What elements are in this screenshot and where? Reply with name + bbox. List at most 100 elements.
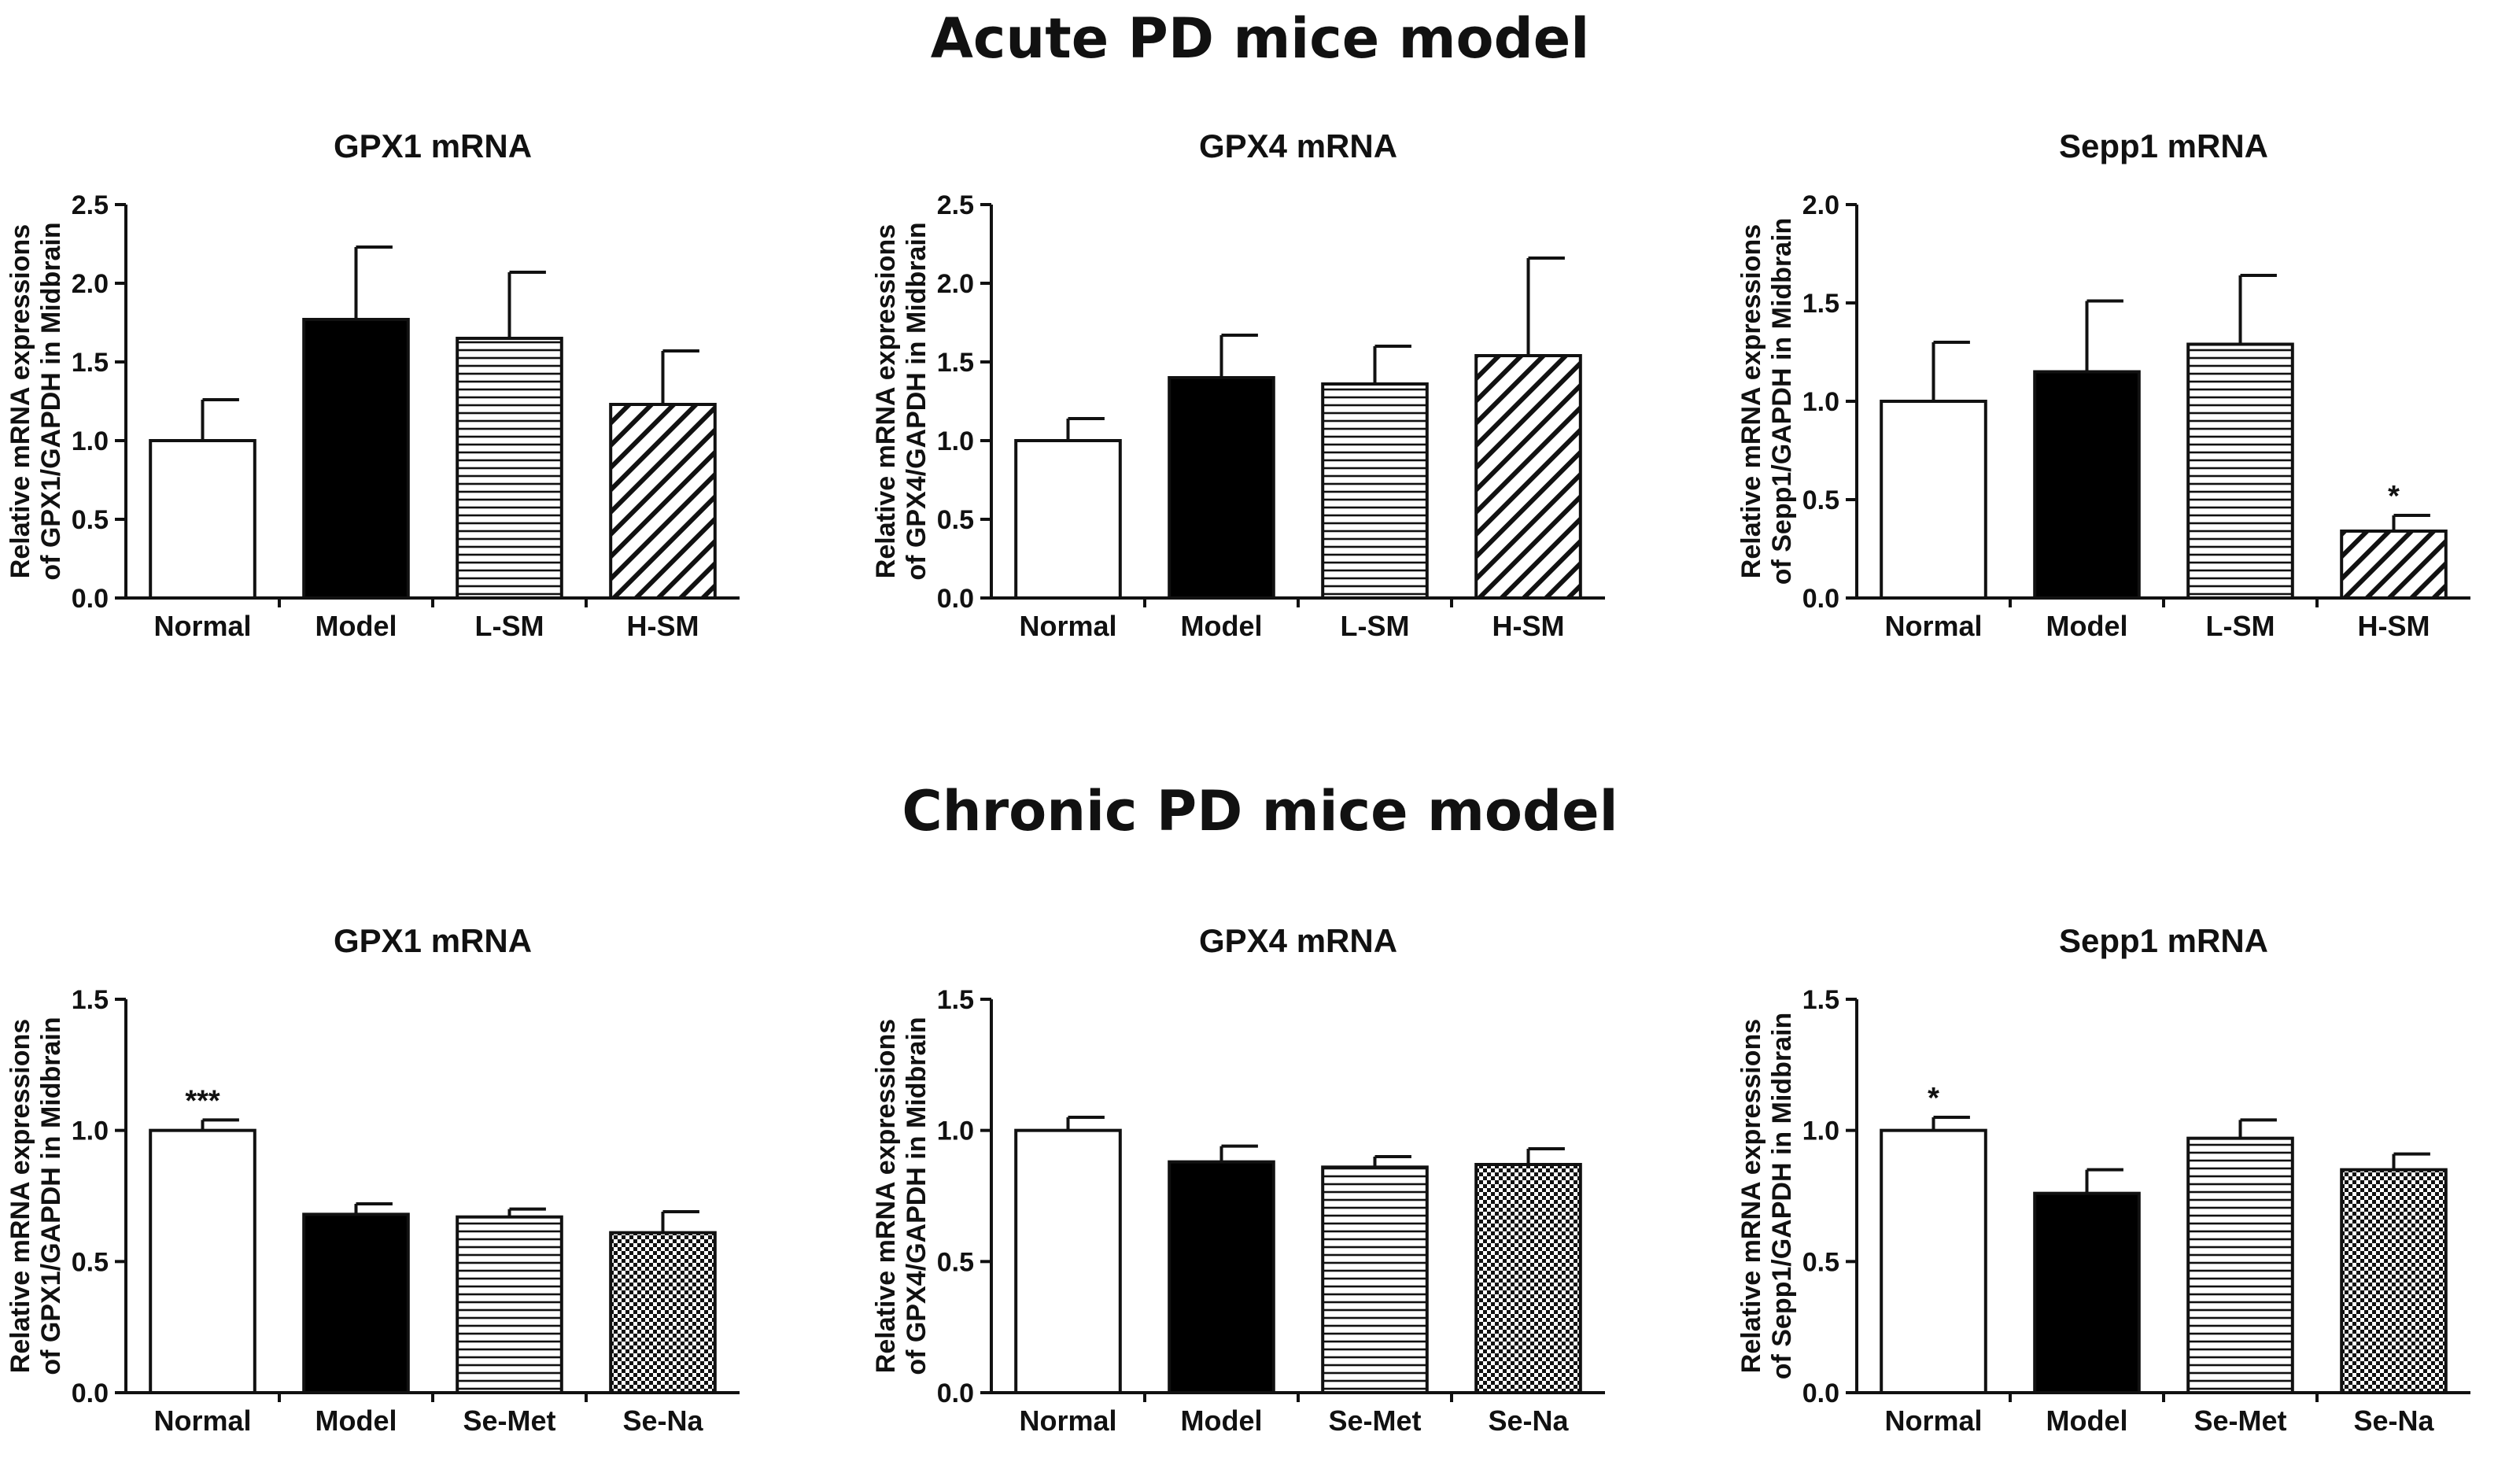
- significance-mark: *: [2388, 480, 2400, 513]
- significance-mark: ***: [185, 1084, 220, 1117]
- y-tick-label: 1.0: [72, 426, 109, 456]
- bar-h-sm: [609, 403, 717, 600]
- x-tick-label: Normal: [1884, 610, 1982, 642]
- y-axis-label-line1: Relative mRNA expressions: [1736, 224, 1766, 578]
- y-axis-label-line2: of GPX1/GAPDH in Midbrain: [36, 222, 66, 580]
- x-tick-label: Se-Met: [1328, 1404, 1421, 1437]
- bar-se-met: [456, 1215, 563, 1394]
- x-tick-label: Normal: [153, 1404, 251, 1437]
- y-tick-label: 0.5: [72, 505, 109, 535]
- chart-title: Sepp1 mRNA: [2059, 127, 2268, 164]
- y-axis-label: Relative mRNA expressionsof GPX4/GAPDH i…: [871, 222, 932, 580]
- y-axis-label-line2: of Sepp1/GAPDH in Midbrain: [1767, 1013, 1797, 1380]
- y-axis-label: Relative mRNA expressionsof GPX1/GAPDH i…: [6, 222, 66, 580]
- bar-normal: [1014, 439, 1122, 600]
- y-axis-label: Relative mRNA expressionsof GPX1/GAPDH i…: [6, 1017, 66, 1375]
- x-tick-label: L-SM: [1341, 610, 1410, 642]
- y-tick-label: 1.0: [937, 1117, 974, 1146]
- y-tick-label: 0.5: [72, 1247, 109, 1277]
- x-tick-label: Model: [315, 1404, 397, 1437]
- chart-title: GPX1 mRNA: [334, 922, 532, 959]
- bar-model: [1168, 376, 1275, 600]
- x-tick-label: Normal: [1884, 1404, 1982, 1437]
- y-tick-label: 1.0: [937, 426, 974, 456]
- bar-h-sm: [2340, 530, 2448, 600]
- chart-acute-gpx1: GPX1 mRNA Relative mRNA expressionsof GPX…: [6, 127, 740, 642]
- significance-mark: *: [1928, 1082, 1939, 1115]
- chart-chronic-gpx4: GPX4 mRNA Relative mRNA expressionsof GPX…: [871, 922, 1605, 1437]
- bar-model: [302, 1212, 410, 1395]
- y-tick-label: 2.0: [1802, 190, 1839, 220]
- chronic-section-title: Chronic PD mice model: [902, 779, 1618, 843]
- y-axis-label-line2: of GPX4/GAPDH in Midbrain: [902, 222, 932, 580]
- x-tick-label: Se-Met: [2193, 1404, 2286, 1437]
- y-axis-label-line1: Relative mRNA expressions: [6, 1019, 35, 1373]
- y-tick-label: 0.0: [1802, 1379, 1839, 1408]
- y-tick-label: 1.5: [72, 348, 109, 378]
- bar-h-sm: [1474, 354, 1582, 600]
- chart-chronic-gpx1: GPX1 mRNA Relative mRNA expressionsof GPX…: [6, 922, 740, 1437]
- y-axis-label-line1: Relative mRNA expressions: [871, 1019, 901, 1373]
- y-axis-label-line2: of Sepp1/GAPDH in Midbrain: [1767, 218, 1797, 585]
- chart-chronic-sepp1: Sepp1 mRNA Relative mRNA expressionsof Se…: [1736, 922, 2470, 1437]
- x-tick-label: Model: [315, 610, 397, 642]
- y-axis-label-line1: Relative mRNA expressions: [1736, 1019, 1766, 1373]
- y-tick-label: 0.0: [72, 584, 109, 614]
- x-tick-label: Model: [2046, 610, 2128, 642]
- x-tick-label: L-SM: [2206, 610, 2275, 642]
- chart-acute-gpx4: GPX4 mRNA Relative mRNA expressionsof GPX…: [871, 127, 1605, 642]
- x-tick-label: H-SM: [1492, 610, 1565, 642]
- y-axis-label: Relative mRNA expressionsof Sepp1/GAPDH …: [1736, 1013, 1797, 1380]
- x-tick-label: Model: [1181, 1404, 1263, 1437]
- y-tick-label: 0.5: [1802, 485, 1839, 515]
- x-tick-label: Se-Na: [1488, 1404, 1569, 1437]
- x-tick-label: Se-Na: [622, 1404, 703, 1437]
- bar-se-na: [2340, 1168, 2448, 1394]
- y-tick-label: 0.5: [937, 505, 974, 535]
- bar-se-na: [1474, 1163, 1582, 1394]
- x-tick-label: Model: [1181, 610, 1263, 642]
- y-axis-label-line1: Relative mRNA expressions: [871, 224, 901, 578]
- y-axis-label-line2: of GPX4/GAPDH in Midbrain: [902, 1017, 932, 1375]
- x-tick-label: Normal: [1019, 610, 1116, 642]
- y-tick-label: 2.5: [72, 190, 109, 220]
- y-tick-label: 1.0: [72, 1117, 109, 1146]
- bar-model: [1168, 1160, 1275, 1394]
- bar-se-na: [609, 1231, 717, 1394]
- bar-normal: [149, 439, 256, 600]
- y-tick-label: 0.0: [72, 1379, 109, 1408]
- y-tick-label: 1.5: [72, 985, 109, 1015]
- bar-se-met: [2186, 1136, 2294, 1394]
- y-tick-label: 0.5: [1802, 1247, 1839, 1277]
- acute-section-title: Acute PD mice model: [930, 6, 1590, 71]
- y-axis-label: Relative mRNA expressionsof Sepp1/GAPDH …: [1736, 218, 1797, 585]
- y-tick-label: 1.0: [1802, 387, 1839, 417]
- y-axis-label-line1: Relative mRNA expressions: [6, 224, 35, 578]
- bar-model: [302, 318, 410, 600]
- bar-model: [2033, 1191, 2141, 1394]
- chart-title: GPX4 mRNA: [1199, 127, 1397, 164]
- y-tick-label: 0.0: [937, 584, 974, 614]
- x-tick-label: Normal: [1019, 1404, 1116, 1437]
- y-tick-label: 1.5: [937, 348, 974, 378]
- chart-title: GPX4 mRNA: [1199, 922, 1397, 959]
- bar-l-sm: [456, 337, 563, 600]
- x-tick-label: L-SM: [475, 610, 544, 642]
- y-tick-label: 0.5: [937, 1247, 974, 1277]
- chart-title: Sepp1 mRNA: [2059, 922, 2268, 959]
- y-tick-label: 2.5: [937, 190, 974, 220]
- x-tick-label: Model: [2046, 1404, 2128, 1437]
- y-tick-label: 2.0: [72, 269, 109, 299]
- chart-acute-sepp1: Sepp1 mRNA Relative mRNA expressionsof Se…: [1736, 127, 2470, 642]
- y-tick-label: 0.0: [1802, 584, 1839, 614]
- y-axis-label: Relative mRNA expressionsof GPX4/GAPDH i…: [871, 1017, 932, 1375]
- y-tick-label: 1.5: [1802, 289, 1839, 319]
- x-tick-label: H-SM: [627, 610, 699, 642]
- x-tick-label: H-SM: [2358, 610, 2430, 642]
- y-tick-label: 2.0: [937, 269, 974, 299]
- y-tick-label: 1.0: [1802, 1117, 1839, 1146]
- y-axis-label-line2: of GPX1/GAPDH in Midbrain: [36, 1017, 66, 1375]
- bar-se-met: [1321, 1165, 1429, 1394]
- y-tick-label: 0.0: [937, 1379, 974, 1408]
- bar-normal: [1014, 1128, 1122, 1394]
